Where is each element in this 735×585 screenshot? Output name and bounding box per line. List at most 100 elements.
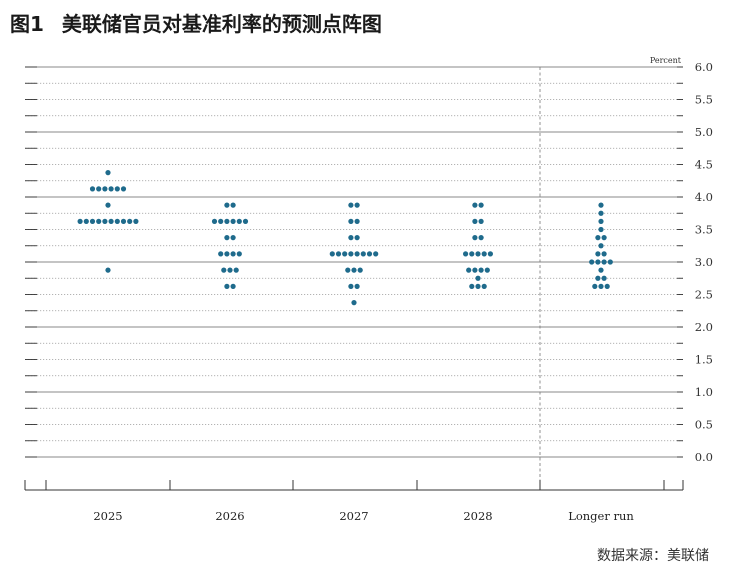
projection-dot (108, 218, 114, 224)
y-tick-label: 6.0 (695, 60, 713, 74)
projection-dot (329, 251, 335, 257)
x-category-label: 2027 (339, 509, 368, 523)
projection-dot (224, 251, 230, 257)
projection-dot (342, 251, 348, 257)
projection-dot (360, 251, 366, 257)
projection-dot (83, 218, 89, 224)
projection-dot (351, 300, 357, 306)
projection-dot (595, 251, 601, 257)
projection-dot (114, 218, 120, 224)
projection-dot (469, 251, 475, 257)
projection-dot (348, 283, 354, 289)
x-category-label: 2028 (463, 509, 492, 523)
projection-dot (601, 251, 607, 257)
projection-dot (472, 267, 478, 273)
projection-dot (598, 243, 604, 249)
projection-dot (221, 267, 227, 273)
projection-dot (236, 251, 242, 257)
projection-dot (89, 186, 96, 192)
projection-dot (218, 218, 224, 224)
projection-dot (598, 226, 604, 233)
projection-dot (601, 259, 607, 265)
projection-dot (481, 251, 487, 257)
projection-dot (230, 251, 236, 257)
projection-dot (592, 283, 598, 289)
projection-dot (472, 218, 478, 224)
projection-dot (108, 186, 114, 192)
projection-dot (224, 235, 230, 241)
chart-title: 图1 美联储官员对基准利率的预测点阵图 (10, 8, 382, 37)
projection-dot (598, 210, 604, 216)
projection-dot (348, 251, 354, 257)
unit-label: Percent (650, 56, 682, 65)
projection-dot (598, 283, 604, 289)
projection-dot (589, 259, 595, 265)
projection-dot (478, 267, 484, 273)
projection-dot (233, 267, 239, 273)
projection-dot (354, 202, 360, 208)
y-tick-label: 1.0 (695, 385, 713, 399)
x-category-label: Longer run (568, 509, 634, 523)
projection-dot (230, 202, 236, 208)
projection-dot (230, 235, 236, 241)
projection-dot (96, 186, 102, 192)
projection-dot (348, 218, 354, 224)
projection-dot (598, 267, 604, 273)
y-tick-label: 2.0 (695, 320, 713, 334)
projection-dot (366, 251, 373, 257)
projection-dot (77, 218, 83, 224)
projection-dot (224, 218, 230, 224)
projection-dot (102, 186, 108, 192)
y-tick-label: 4.5 (695, 158, 713, 172)
projection-dot (354, 218, 360, 224)
projection-dot (230, 283, 236, 289)
projection-dot (487, 251, 493, 257)
projection-dot (105, 202, 111, 208)
projection-dot (348, 235, 354, 241)
projection-dot (478, 218, 484, 224)
projection-dot (484, 267, 490, 273)
projection-dot (114, 186, 120, 192)
projection-dot (472, 235, 478, 241)
y-tick-label: 0.5 (695, 418, 713, 432)
projection-dot (466, 267, 472, 273)
x-category-label: 2026 (215, 509, 244, 523)
projection-dot (475, 251, 481, 257)
projection-dot (133, 218, 139, 224)
projection-dot (478, 235, 484, 241)
projection-dot (354, 251, 360, 257)
y-tick-label: 1.5 (695, 353, 713, 367)
projection-dot (242, 218, 249, 224)
projection-dot (472, 202, 478, 208)
projection-dot (211, 218, 218, 224)
x-category-label: 2025 (93, 509, 122, 523)
projection-dot (601, 275, 607, 281)
projection-dot (102, 218, 108, 224)
projection-dot (357, 267, 363, 273)
projection-dot (120, 186, 127, 192)
projection-dot (335, 251, 342, 257)
projection-dot (604, 283, 610, 289)
projection-dot (595, 259, 601, 265)
source-note: 数据来源：美联储 (597, 548, 709, 564)
projection-dot (475, 275, 481, 281)
projection-dot (463, 251, 469, 257)
projection-dot (120, 218, 127, 224)
y-tick-label: 5.0 (695, 125, 713, 139)
projection-dot (224, 283, 230, 289)
projection-dot (230, 218, 236, 224)
projection-dot (127, 218, 133, 224)
projection-dot (227, 267, 233, 273)
projection-dot (345, 267, 351, 273)
y-tick-label: 3.5 (695, 223, 713, 237)
projection-dot (105, 267, 111, 273)
projection-dot (89, 218, 96, 224)
figure-number: 图1 (10, 12, 44, 36)
projection-dot (96, 218, 102, 224)
projection-dot (607, 259, 613, 265)
projection-dot (348, 202, 354, 208)
title-text: 美联储官员对基准利率的预测点阵图 (61, 12, 382, 36)
projection-dot (351, 267, 357, 273)
y-tick-label: 5.5 (695, 93, 713, 107)
